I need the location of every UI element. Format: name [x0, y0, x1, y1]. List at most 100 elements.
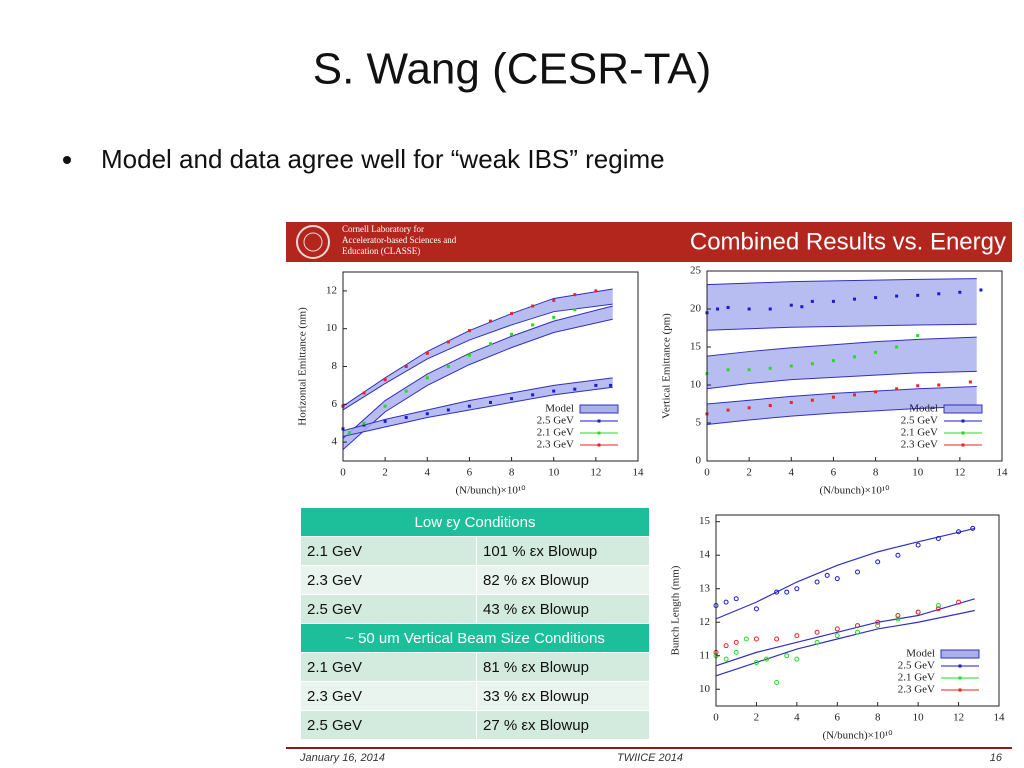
y-tick-label: 10: [690, 379, 702, 391]
x-tick-label: 14: [994, 712, 1006, 724]
data-point: [573, 293, 577, 297]
data-point: [916, 384, 920, 388]
model-curve: [715, 598, 975, 667]
x-tick-label: 0: [713, 712, 719, 724]
table-row: 2.3 GeV 33 % εx Blowup: [300, 681, 650, 711]
data-point: [747, 368, 751, 372]
banner: [286, 222, 1012, 262]
x-tick-label: 2: [746, 467, 752, 479]
model-edge: [342, 377, 613, 432]
data-point: [446, 408, 450, 412]
data-point: [510, 312, 514, 316]
data-point: [916, 293, 920, 297]
y-tick-label: 10: [699, 683, 711, 695]
x-tick-label: 4: [425, 467, 431, 479]
legend-swatch: [943, 404, 983, 414]
table-row: 2.3 GeV 82 % εx Blowup: [300, 565, 650, 595]
data-point: [831, 299, 835, 303]
legend-swatch: [958, 664, 962, 668]
data-point: [594, 289, 598, 293]
data-point: [726, 305, 730, 309]
legend-swatch: [597, 419, 601, 423]
table-cell: 2.1 GeV: [300, 536, 477, 566]
x-tick-label: 14: [633, 467, 645, 479]
legend-swatch: [579, 404, 619, 414]
table-row: 2.5 GeV 27 % εx Blowup: [300, 710, 650, 740]
y-tick-label: 20: [690, 303, 702, 315]
data-point: [875, 623, 881, 629]
y-axis-label: Bunch Length (mm): [670, 565, 682, 655]
data-point: [531, 393, 535, 397]
x-tick-label: 12: [590, 467, 601, 479]
data-point: [937, 383, 941, 387]
data-point: [834, 576, 840, 582]
legend-label: Model: [906, 648, 935, 660]
cornell-seal-inner: [303, 232, 323, 252]
data-point: [895, 345, 899, 349]
table-cell: 2.3 GeV: [300, 681, 477, 711]
data-point: [733, 596, 739, 602]
data-point: [794, 656, 800, 662]
data-point: [915, 609, 921, 615]
y-tick-label: 0: [696, 455, 702, 467]
data-point: [855, 569, 860, 575]
data-point: [552, 298, 556, 302]
data-point: [383, 404, 387, 408]
x-tick-label: 8: [873, 467, 879, 479]
data-point: [774, 680, 780, 686]
x-tick-label: 10: [912, 467, 924, 479]
data-point: [425, 351, 429, 355]
legend-label: 2.1 GeV: [901, 427, 938, 439]
x-tick-label: 0: [340, 467, 346, 479]
data-point: [814, 639, 820, 645]
data-point: [789, 303, 793, 307]
x-tick-label: 14: [997, 467, 1009, 479]
data-point: [768, 366, 772, 370]
data-point: [789, 400, 793, 404]
data-point: [810, 362, 814, 366]
data-point: [723, 599, 729, 605]
data-point: [834, 626, 840, 632]
model-edge: [342, 305, 613, 439]
x-tick-label: 12: [953, 712, 964, 724]
x-axis-label: (N/bunch)×10¹⁰: [822, 730, 893, 742]
legend-swatch: [961, 443, 965, 447]
data-point: [774, 589, 780, 595]
data-point: [404, 365, 408, 368]
model-edge: [706, 323, 977, 331]
table-row: 2.1 GeV 81 % εx Blowup: [300, 652, 650, 682]
y-axis-label: Horizontal Emittance (nm): [297, 307, 309, 426]
y-tick-label: 25: [690, 265, 702, 277]
table-cell: 101 % εx Blowup: [476, 536, 650, 566]
data-point: [784, 653, 790, 659]
data-point: [794, 633, 800, 639]
data-point: [489, 319, 492, 323]
section-header: ~ 50 um Vertical Beam Size Conditions: [300, 623, 650, 653]
data-point: [764, 656, 770, 662]
results-table: Low εy Conditions 2.1 GeV 101 % εx Blowup 2…: [300, 507, 650, 740]
y-tick-label: 11: [699, 649, 710, 661]
data-point: [425, 376, 429, 380]
data-point: [874, 296, 878, 300]
data-point: [726, 408, 730, 412]
data-point: [552, 389, 556, 393]
data-point: [531, 304, 535, 308]
data-point: [895, 616, 901, 622]
data-point: [831, 359, 835, 363]
data-point: [753, 659, 759, 665]
legend-swatch: [961, 431, 965, 435]
data-point: [875, 619, 881, 625]
data-point: [609, 383, 613, 387]
data-point: [968, 380, 972, 384]
y-tick-label: 4: [332, 436, 338, 448]
y-tick-label: 8: [332, 360, 338, 372]
banner-org: Cornell Laboratory for: [342, 224, 424, 234]
data-point: [935, 535, 941, 541]
legend-label: 2.3 GeV: [537, 439, 574, 451]
data-point: [383, 378, 387, 382]
model-band: [343, 289, 613, 410]
x-tick-label: 4: [794, 712, 800, 724]
data-point: [853, 297, 856, 301]
